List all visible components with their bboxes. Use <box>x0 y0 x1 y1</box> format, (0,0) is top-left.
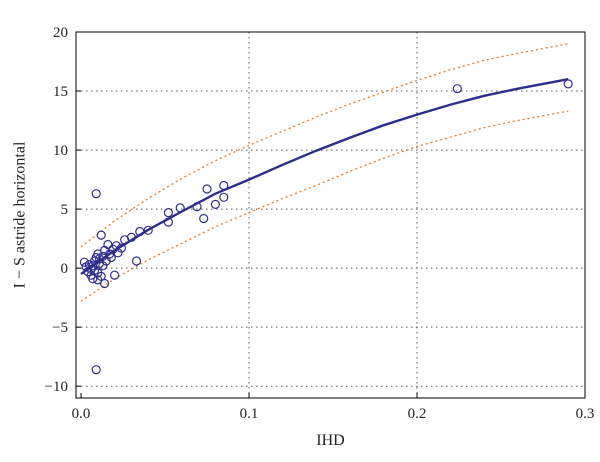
x-tick-label: 0.1 <box>240 406 259 422</box>
y-tick-label: 15 <box>53 84 68 100</box>
data-point-7 <box>88 274 98 284</box>
data-point-38 <box>163 217 173 227</box>
data-point-39 <box>163 208 173 218</box>
y-tick-labels: −10 −5 0 5 10 15 20 <box>45 25 68 395</box>
x-tick-label: 0.2 <box>408 406 427 422</box>
y-tick-label: 5 <box>61 202 69 218</box>
x-tick-labels: 0.0 0.1 0.2 0.3 <box>72 406 595 422</box>
y-tick-label: −5 <box>52 320 68 336</box>
data-point-45 <box>219 180 229 191</box>
prediction-band <box>80 43 569 302</box>
axis-ticks <box>76 31 586 398</box>
x-tick-label: 0.0 <box>72 406 91 422</box>
data-point-30 <box>111 241 121 251</box>
data-point-32 <box>116 243 127 253</box>
data-point-34 <box>126 232 136 242</box>
data-point-43 <box>202 184 212 194</box>
y-tick-label: −10 <box>45 379 68 395</box>
upper-prediction-line <box>80 43 569 248</box>
grid-lines <box>76 31 586 398</box>
data-point-18 <box>96 230 106 240</box>
data-point-23 <box>99 278 110 289</box>
data-points <box>79 79 573 375</box>
data-point-35 <box>131 256 142 266</box>
y-tick-label: 0 <box>61 261 69 277</box>
data-point-19 <box>96 271 106 281</box>
plot-frame <box>75 31 586 399</box>
data-point-41 <box>192 202 202 212</box>
data-point-48 <box>563 79 573 89</box>
data-point-40 <box>175 203 185 213</box>
data-point-29 <box>109 270 120 280</box>
data-point-21 <box>98 261 108 271</box>
data-point-47 <box>452 84 462 94</box>
data-point-12 <box>91 365 101 375</box>
data-point-44 <box>210 199 220 209</box>
lower-prediction-line <box>80 110 569 302</box>
data-point-42 <box>199 213 209 224</box>
fit-curve <box>80 78 569 275</box>
data-point-37 <box>143 225 153 235</box>
y-tick-label: 10 <box>53 143 68 159</box>
data-point-46 <box>219 192 229 202</box>
data-point-0 <box>79 257 90 267</box>
data-point-27 <box>106 252 116 263</box>
x-axis-label: IHD <box>316 432 344 449</box>
y-axis-label: I − S astride horizontal <box>12 141 29 288</box>
x-tick-label: 0.3 <box>576 406 595 422</box>
data-point-10 <box>91 189 101 199</box>
y-tick-label: 20 <box>53 25 68 41</box>
